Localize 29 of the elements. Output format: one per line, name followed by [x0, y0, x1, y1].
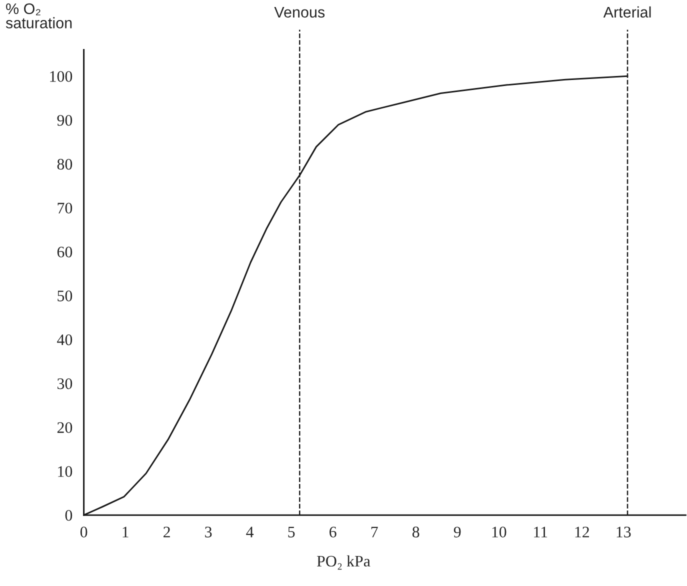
x-tick-label: 7 [371, 526, 378, 538]
x-tick-label: 12 [575, 526, 589, 538]
y-tick-label: 100 [50, 71, 72, 82]
x-tick-label: 6 [330, 526, 336, 538]
y-tick-label: 30 [57, 378, 72, 390]
x-tick-label: 4 [246, 526, 254, 538]
y-tick-label: 70 [58, 202, 72, 214]
y-tick-label: 20 [57, 422, 72, 434]
x-tick-label: 1 [122, 526, 128, 538]
x-tick-label: 13 [616, 526, 631, 538]
x-tick-label: 11 [534, 526, 548, 538]
x-tick-label: 2 [164, 526, 170, 538]
y-tick-label: 0 [65, 510, 72, 521]
y-tick-label: 40 [57, 334, 72, 346]
y-tick-label: 10 [58, 466, 72, 477]
y-tick-label: 60 [57, 246, 72, 258]
x-tick-label: 3 [205, 526, 212, 538]
y-axis-title: % O₂ saturation [6, 3, 72, 28]
x-axis-title: PO₂ kPa [316, 555, 370, 570]
ref-line-label: Arterial [603, 6, 651, 18]
y-tick-label: 90 [57, 114, 72, 126]
x-tick-label: 0 [80, 526, 88, 538]
y-tick-label: 50 [58, 290, 72, 302]
x-tick-label: 8 [412, 526, 420, 538]
x-tick-label: 10 [492, 526, 506, 538]
ref-line-label: Venous [274, 6, 325, 18]
x-tick-label: 9 [454, 526, 461, 538]
y-tick-label: 80 [57, 158, 72, 170]
x-tick-label: 5 [288, 526, 295, 538]
